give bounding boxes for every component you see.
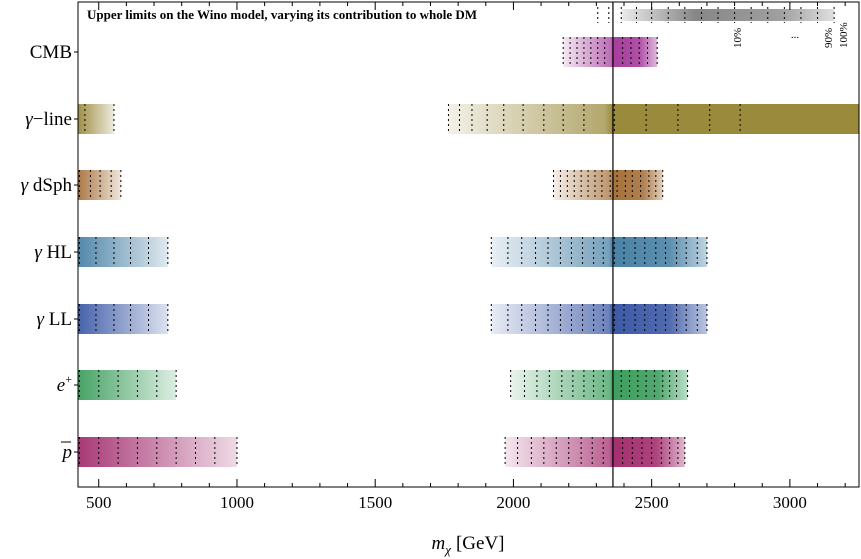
legend-label: 90% xyxy=(823,28,835,48)
legend-label: 100% xyxy=(838,22,850,48)
x-tick-label: 3000 xyxy=(773,493,807,512)
legend-label: ... xyxy=(791,29,800,41)
gamma-HL-band-low xyxy=(78,237,168,267)
x-tick-label: 2000 xyxy=(496,493,530,512)
x-tick-label: 1500 xyxy=(358,493,392,512)
row-label-gamma-dsph: γ dSph xyxy=(21,175,73,196)
row-label-gamma-hl: γ HL xyxy=(34,242,72,263)
x-axis-label: mχ [GeV] xyxy=(432,533,505,557)
row-label-antiproton: p xyxy=(61,442,73,463)
positron-band-high xyxy=(510,370,688,400)
chart-title: Upper limits on the Wino model, varying … xyxy=(87,7,477,22)
row-label-cmb: CMB xyxy=(30,42,72,63)
legend-label: 10% xyxy=(732,28,744,48)
x-tick-label: 500 xyxy=(86,493,112,512)
gamma-HL-band-high xyxy=(491,237,707,267)
x-tick-label: 2500 xyxy=(635,493,669,512)
CMB-band-high xyxy=(563,37,658,67)
gamma-LL-band-low xyxy=(78,304,168,334)
gamma-line-band-high xyxy=(448,104,859,134)
gamma-line-band-low xyxy=(78,104,114,134)
gamma-dSph-band-high xyxy=(553,170,663,200)
legend-bar xyxy=(621,9,835,21)
bands-layer xyxy=(78,37,859,467)
antiproton-band-high xyxy=(505,437,685,467)
labels-layer: CMB γ−line γ dSph γ HL γ LL e+ p xyxy=(21,42,73,463)
positron-band-low xyxy=(78,370,177,400)
row-label-gamma-line: γ−line xyxy=(25,109,72,130)
legend-layer: 10%... 90% 100% xyxy=(597,7,850,48)
row-label-gamma-ll: γ LL xyxy=(37,309,72,330)
row-label-positron: e+ xyxy=(57,372,72,396)
gamma-dSph-band-low xyxy=(78,170,121,200)
plot-frame xyxy=(77,1,860,488)
axis-layer: 500 1000 1500 2000 2500 3000 xyxy=(74,2,846,512)
gamma-LL-band-high xyxy=(491,304,707,334)
x-tick-label: 1000 xyxy=(220,493,254,512)
antiproton-band-low xyxy=(78,437,237,467)
